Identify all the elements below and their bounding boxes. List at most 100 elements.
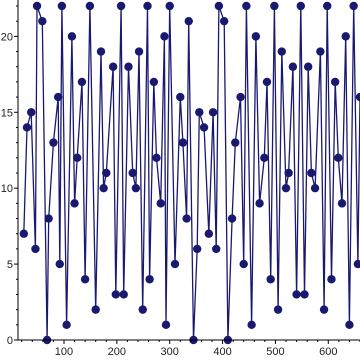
data-point <box>281 183 291 193</box>
data-point <box>199 123 209 132</box>
data-point <box>251 32 261 41</box>
data-point <box>138 305 147 314</box>
data-point <box>32 1 42 11</box>
data-point <box>27 108 36 117</box>
data-point <box>165 1 174 11</box>
data-point <box>277 47 286 56</box>
data-point <box>73 153 82 163</box>
data-point <box>96 47 106 56</box>
data-point <box>266 275 275 284</box>
data-point <box>310 183 320 193</box>
data-point <box>270 1 279 11</box>
data-point <box>284 168 293 178</box>
data-point <box>156 199 165 208</box>
y-tick-label: 20 <box>1 31 13 43</box>
x-tick-label: 400 <box>213 346 231 358</box>
data-point <box>192 244 202 254</box>
data-point <box>128 168 137 178</box>
data-point <box>67 32 77 41</box>
data-point <box>323 1 332 11</box>
data-point <box>355 92 360 102</box>
data-point <box>227 214 237 223</box>
data-point <box>55 259 64 269</box>
y-tick-label: 10 <box>1 183 13 195</box>
data-point <box>49 138 58 147</box>
y-tick-label: 0 <box>7 335 13 347</box>
series-line <box>23 5 360 341</box>
y-tick-label: 15 <box>1 107 13 119</box>
data-point <box>288 62 298 71</box>
data-point <box>349 1 358 11</box>
data-point <box>319 305 329 314</box>
data-point <box>38 16 47 26</box>
data-point <box>62 320 71 330</box>
data-point <box>57 1 67 11</box>
data-point <box>152 153 161 163</box>
data-point <box>102 168 111 178</box>
data-point <box>111 290 120 299</box>
data-point <box>337 199 347 208</box>
data-point <box>22 123 32 132</box>
data-point <box>303 62 313 71</box>
data-point <box>208 108 218 117</box>
data-point <box>273 305 283 314</box>
data-point <box>231 138 240 147</box>
data-point <box>80 275 90 284</box>
x-tick-label: 500 <box>266 346 284 358</box>
data-point <box>53 92 63 102</box>
data-point <box>327 275 336 284</box>
data-point <box>44 214 53 223</box>
data-point <box>170 259 180 269</box>
data-point <box>195 108 204 117</box>
data-point <box>330 77 340 87</box>
data-point <box>334 153 343 163</box>
data-point <box>160 32 169 41</box>
data-point <box>236 92 245 102</box>
data-point <box>19 229 29 238</box>
x-tick-label: 200 <box>108 346 126 358</box>
data-point <box>316 47 325 56</box>
data-point <box>108 62 118 71</box>
data-point <box>184 16 193 26</box>
data-point <box>178 138 188 147</box>
data-point <box>182 214 191 223</box>
data-point <box>204 229 214 238</box>
x-tick-label: 600 <box>319 346 337 358</box>
data-point <box>77 77 87 87</box>
data-point <box>31 244 40 254</box>
data-point <box>242 1 251 11</box>
data-point <box>124 62 133 71</box>
x-axis-ticks: 100 200 300 400 500 600 <box>21 340 360 358</box>
data-point <box>70 199 79 208</box>
data-point <box>212 244 221 254</box>
data-point <box>116 1 126 11</box>
data-point <box>91 305 100 314</box>
data-point <box>353 259 360 269</box>
data-point <box>239 259 248 269</box>
data-point <box>307 168 316 178</box>
data-point <box>99 183 108 193</box>
data-point <box>161 320 171 330</box>
data-point <box>85 1 95 11</box>
y-axis-ticks: 0 5 10 15 20 <box>1 5 18 347</box>
data-point <box>143 1 152 11</box>
x-tick-label: 300 <box>161 346 179 358</box>
x-tick-label: 100 <box>55 346 73 358</box>
data-point <box>119 290 128 299</box>
data-point <box>255 199 264 208</box>
data-point <box>247 320 256 330</box>
data-point <box>345 320 354 330</box>
data-point <box>131 183 141 193</box>
plot-area <box>19 1 360 345</box>
data-point <box>214 1 224 11</box>
data-point <box>176 92 185 102</box>
data-point <box>341 32 350 41</box>
data-point <box>296 1 305 11</box>
data-point <box>292 290 301 299</box>
data-point <box>145 275 154 284</box>
data-point <box>262 77 272 87</box>
data-point <box>260 153 269 163</box>
data-point <box>219 16 229 26</box>
data-point <box>149 77 159 87</box>
